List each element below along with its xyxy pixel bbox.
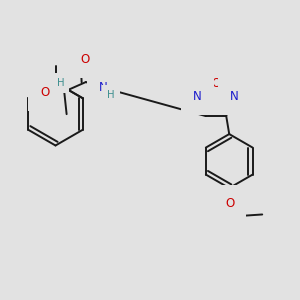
Text: O: O xyxy=(212,77,220,90)
Text: O: O xyxy=(225,196,235,210)
Text: H: H xyxy=(57,78,64,88)
Text: N: N xyxy=(193,90,202,103)
Text: N: N xyxy=(99,81,108,94)
Text: O: O xyxy=(40,86,49,99)
Text: O: O xyxy=(80,53,89,66)
Text: N: N xyxy=(230,90,239,103)
Text: H: H xyxy=(107,90,115,100)
